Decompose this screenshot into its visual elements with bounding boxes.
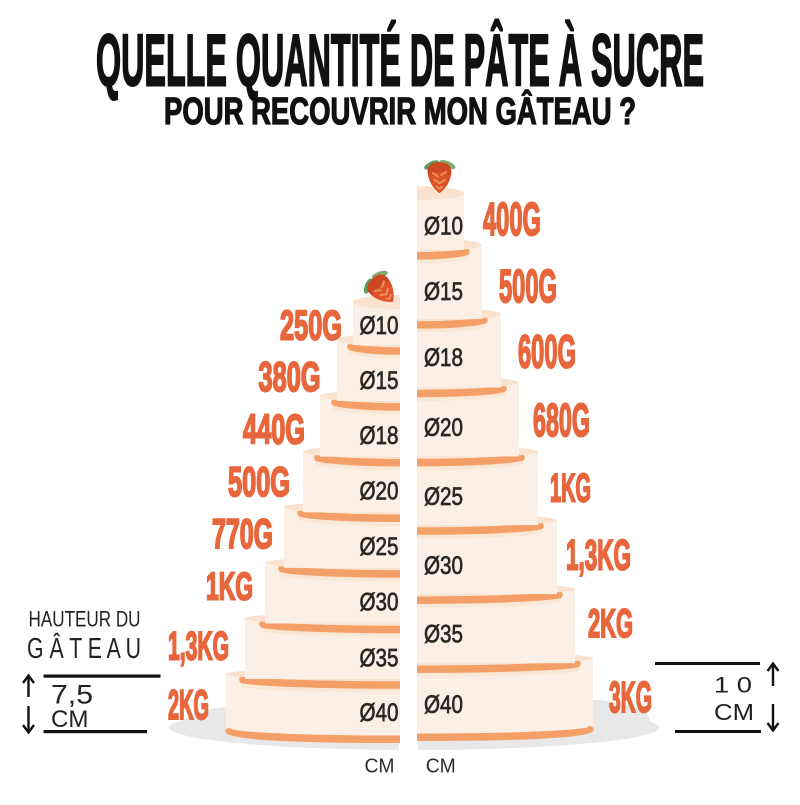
svg-text:600G: 600G: [518, 326, 576, 378]
svg-text:QUELLE QUANTITÉ DE PÂTE À SUCR: QUELLE QUANTITÉ DE PÂTE À SUCRE: [96, 19, 704, 102]
svg-text:400G: 400G: [483, 193, 541, 245]
svg-text:Ø30: Ø30: [360, 589, 399, 617]
svg-text:1,3KG: 1,3KG: [566, 532, 631, 580]
svg-text:G Â T E A U: G Â T E A U: [27, 632, 141, 665]
svg-text:POUR RECOUVRIR MON GÂTEAU ?: POUR RECOUVRIR MON GÂTEAU ?: [164, 89, 636, 133]
svg-text:Ø18: Ø18: [360, 422, 399, 450]
svg-text:Ø20: Ø20: [424, 414, 463, 442]
svg-text:680G: 680G: [533, 394, 590, 446]
svg-text:Ø15: Ø15: [424, 278, 463, 306]
svg-text:Ø15: Ø15: [360, 367, 399, 395]
svg-text:Ø10: Ø10: [360, 312, 399, 340]
svg-text:Ø18: Ø18: [424, 344, 463, 372]
svg-text:1KG: 1KG: [206, 566, 253, 609]
svg-text:440G: 440G: [243, 406, 305, 453]
svg-text:Ø10: Ø10: [424, 213, 463, 241]
svg-text:1 0: 1 0: [714, 673, 752, 698]
svg-text:Ø40: Ø40: [424, 691, 463, 719]
svg-text:770G: 770G: [212, 510, 273, 557]
svg-text:CM: CM: [365, 756, 395, 778]
svg-text:CM: CM: [51, 706, 89, 733]
svg-text:250G: 250G: [280, 302, 342, 349]
svg-text:500G: 500G: [228, 458, 290, 505]
svg-text:Ø25: Ø25: [360, 533, 399, 561]
svg-text:Ø30: Ø30: [424, 552, 463, 580]
svg-text:Ø40: Ø40: [360, 699, 399, 727]
svg-text:HAUTEUR DU: HAUTEUR DU: [29, 607, 141, 632]
svg-text:1,3KG: 1,3KG: [168, 625, 229, 669]
svg-text:1KG: 1KG: [550, 467, 591, 511]
svg-text:7,5: 7,5: [51, 680, 93, 710]
svg-text:Ø25: Ø25: [424, 483, 463, 511]
svg-text:500G: 500G: [499, 260, 557, 312]
svg-text:Ø35: Ø35: [424, 621, 463, 649]
svg-text:2KG: 2KG: [168, 681, 209, 728]
svg-text:380G: 380G: [259, 353, 321, 400]
svg-text:Ø35: Ø35: [360, 645, 399, 673]
svg-text:Ø20: Ø20: [360, 478, 399, 506]
svg-text:3KG: 3KG: [609, 673, 652, 722]
svg-text:CM: CM: [714, 699, 754, 725]
svg-text:CM: CM: [426, 756, 456, 778]
svg-text:2KG: 2KG: [588, 602, 633, 646]
